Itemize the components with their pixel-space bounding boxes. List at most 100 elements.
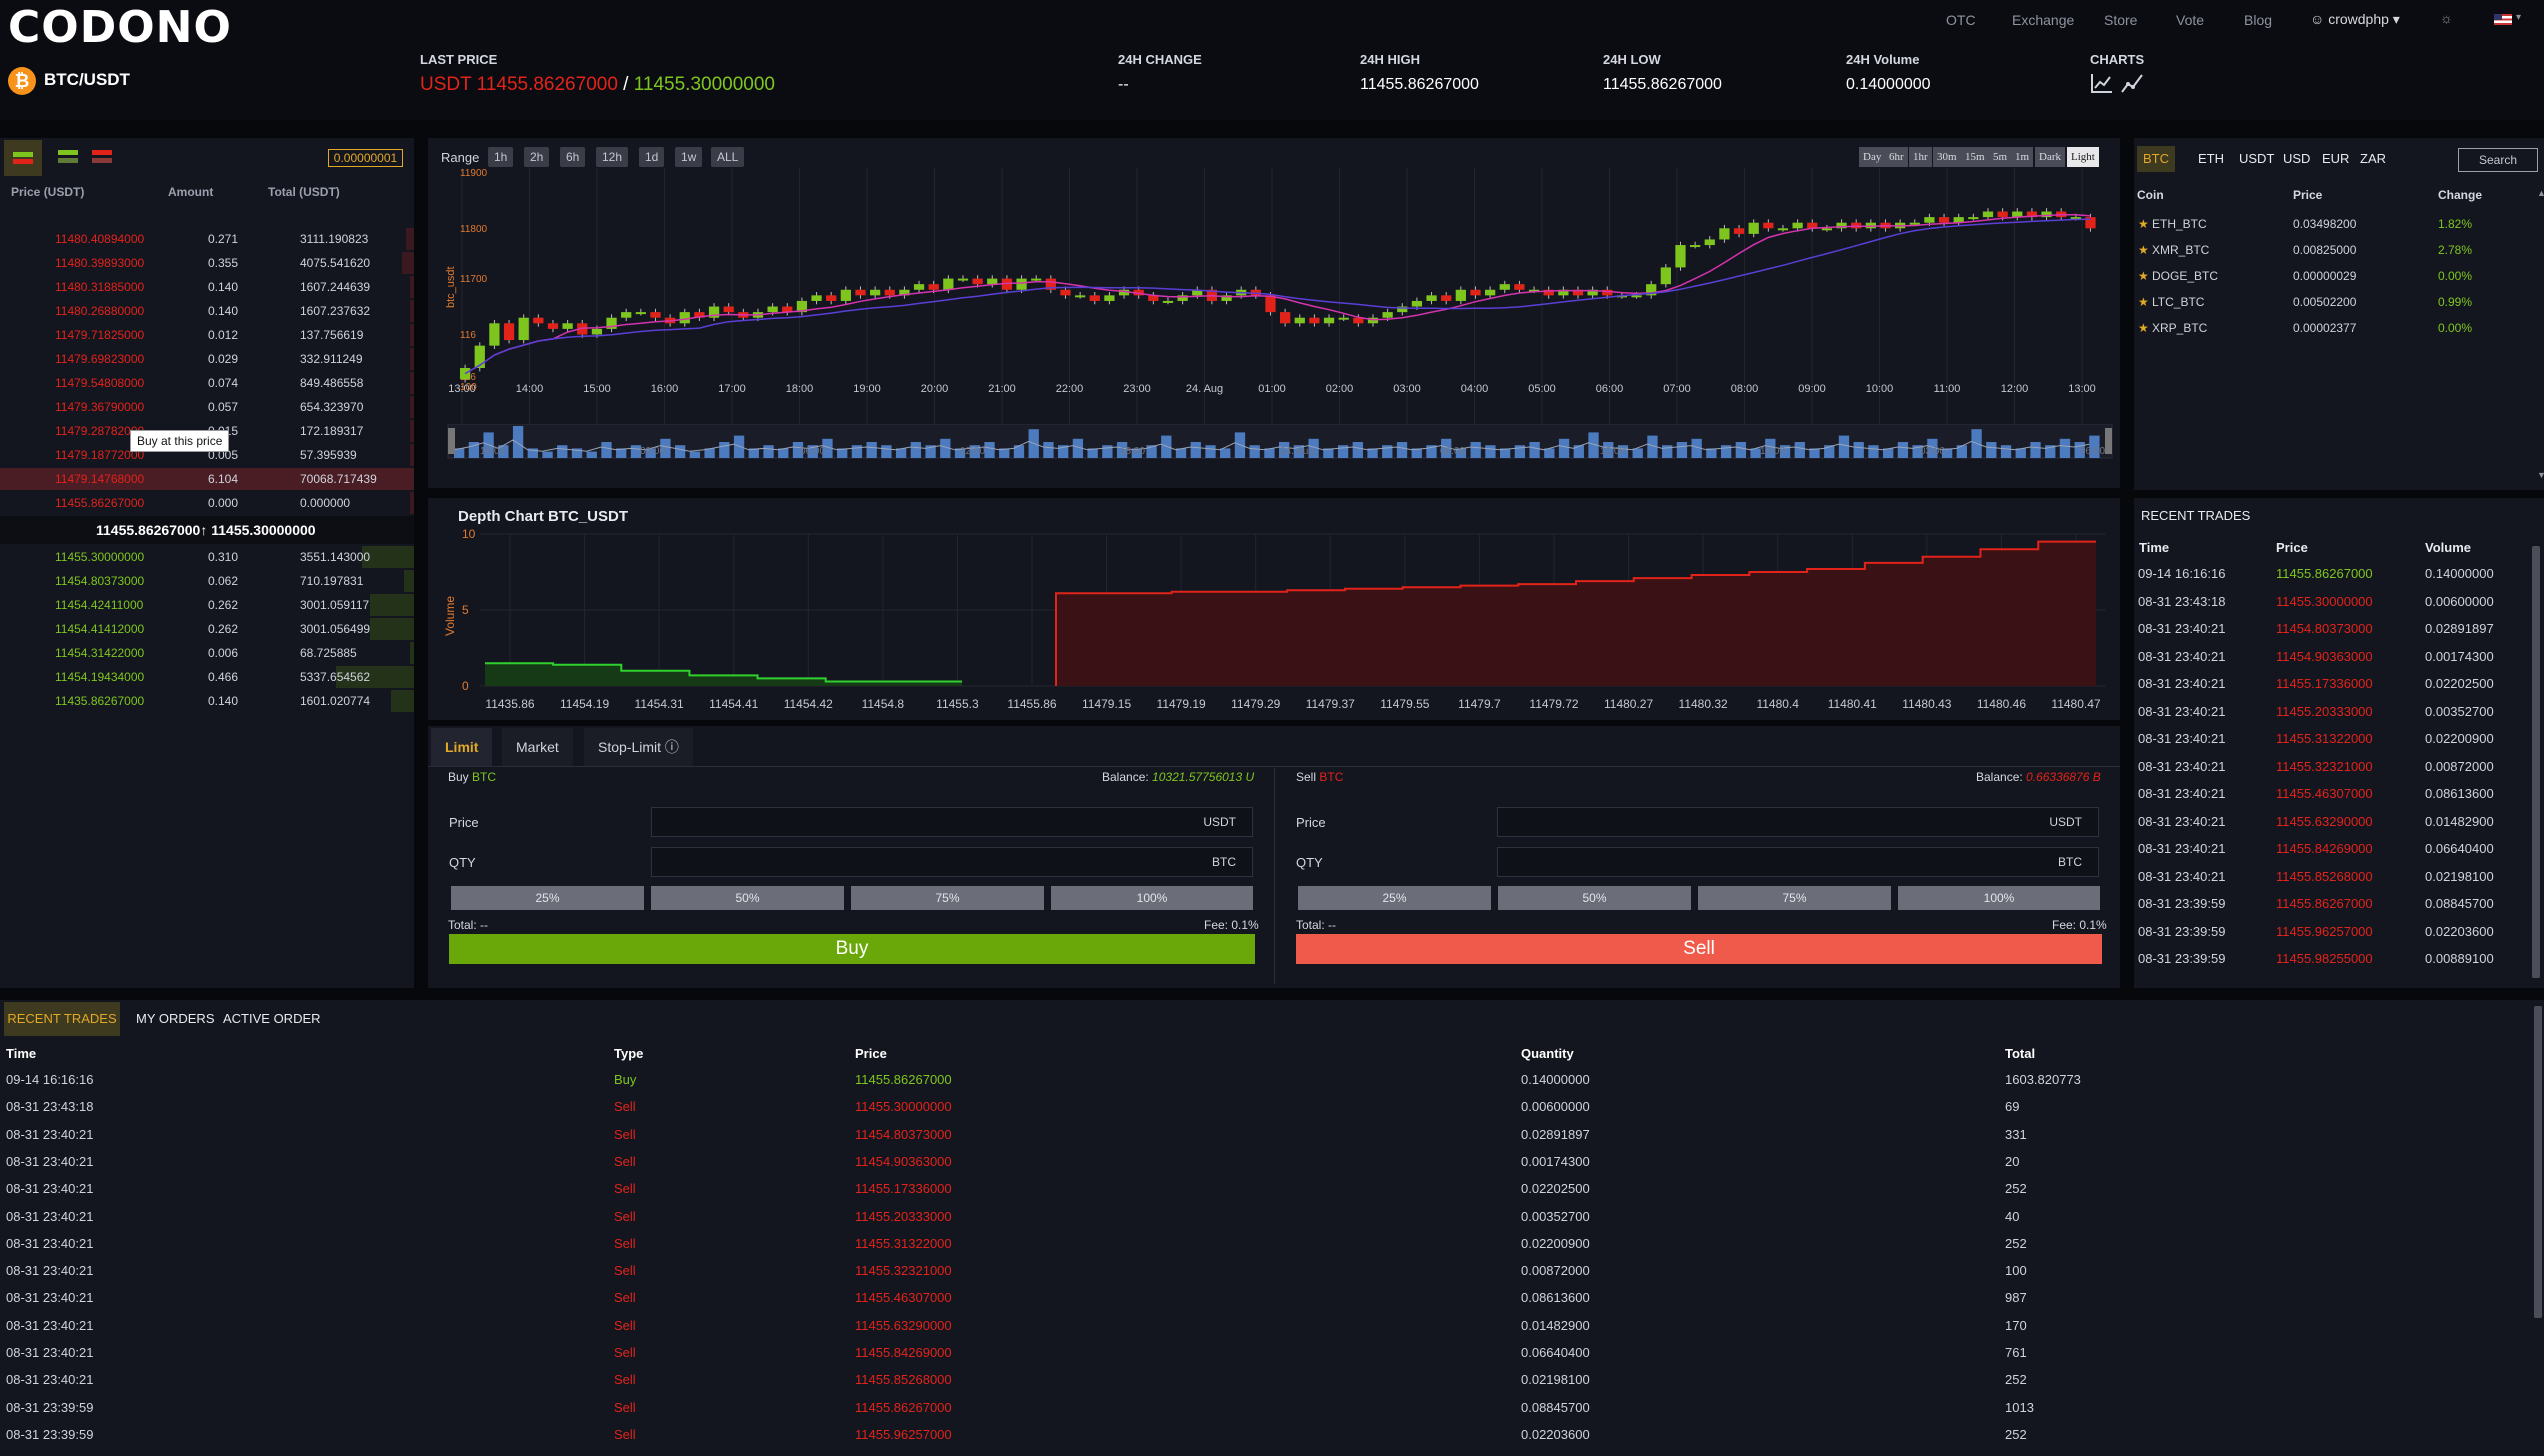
recent-trade-row[interactable]: 09-14 16:16:16 11455.86267000 0.14000000 — [2134, 560, 2534, 588]
candle[interactable] — [2012, 211, 2023, 218]
candle[interactable] — [1060, 289, 1071, 296]
depth-chart[interactable]: 11435.86 11454.19 11454.31 11454.41 11454.42… — [440, 526, 2116, 718]
candle[interactable] — [811, 295, 822, 301]
candle[interactable] — [1631, 295, 1642, 298]
candle[interactable] — [1602, 289, 1613, 296]
candle[interactable] — [1133, 289, 1144, 296]
interval-30m-button[interactable]: 30m — [1933, 147, 1961, 167]
candle[interactable] — [884, 289, 895, 296]
candle[interactable] — [1719, 228, 1730, 240]
candle[interactable] — [1309, 317, 1320, 324]
precision-select[interactable]: 0.00000001 — [328, 149, 403, 167]
ask-row[interactable]: 11455.86267000 0.000 0.000000 — [0, 491, 414, 515]
candle[interactable] — [1909, 222, 1920, 225]
nav-blog[interactable]: Blog — [2244, 12, 2273, 28]
ask-row[interactable]: 11479.14768000 6.104 70068.717439 — [0, 467, 414, 491]
history-row[interactable]: 08-31 23:43:18 Sell 11455.30000000 0.006000… — [0, 1093, 2520, 1121]
ask-row[interactable]: 11480.40894000 0.271 3111.190823 — [0, 227, 414, 251]
ask-row[interactable]: 11479.36790000 0.057 654.323970 — [0, 395, 414, 419]
buy-button[interactable]: Buy — [449, 934, 1255, 964]
market-row[interactable]: ★ DOGE_BTC 0.00000029 0.00% — [2134, 263, 2524, 289]
market-tab-zar[interactable]: ZAR — [2360, 151, 2386, 166]
logo[interactable]: CODONO — [8, 2, 232, 53]
candle[interactable] — [1572, 289, 1584, 296]
nav-exchange[interactable]: Exchange — [2012, 12, 2075, 28]
candle[interactable] — [1938, 217, 1950, 223]
candle[interactable] — [1865, 222, 1876, 229]
candle[interactable] — [2070, 217, 2081, 220]
candle[interactable] — [723, 306, 734, 313]
candle[interactable] — [1075, 295, 1086, 298]
recent-trade-row[interactable]: 08-31 23:39:59 11455.96257000 0.02203600 — [2134, 918, 2534, 946]
candlestick-chart-icon[interactable] — [2090, 72, 2114, 94]
nav-vote[interactable]: Vote — [2176, 12, 2205, 28]
ask-row[interactable]: 11479.18772000 0.005 57.395939 — [0, 443, 414, 467]
history-row[interactable]: 08-31 23:40:21 Sell 11454.80373000 0.028918… — [0, 1121, 2520, 1149]
buy-pct-25[interactable]: 25% — [451, 886, 644, 910]
bottom-trades-scrollbar[interactable] — [2534, 1006, 2542, 1318]
market-row[interactable]: ★ XMR_BTC 0.00825000 2.78% — [2134, 237, 2524, 263]
interval-6hr-button[interactable]: 6hr — [1885, 147, 1908, 167]
candle[interactable] — [1455, 289, 1466, 301]
history-row[interactable]: 08-31 23:40:21 Sell 11455.31322000 0.022009… — [0, 1230, 2520, 1258]
star-icon[interactable]: ★ — [2138, 321, 2149, 335]
market-tab-btc[interactable]: BTC — [2137, 146, 2175, 172]
candle[interactable] — [708, 306, 720, 318]
ask-row[interactable]: 11480.39893000 0.355 4075.541620 — [0, 251, 414, 275]
candle[interactable] — [1997, 211, 2008, 218]
candle[interactable] — [1265, 295, 1276, 313]
orderbook-view-asks-icon[interactable] — [92, 150, 112, 164]
sell-price-input[interactable]: USDT — [1497, 807, 2099, 837]
history-row[interactable]: 08-31 23:40:21 Sell 11455.84269000 0.066404… — [0, 1339, 2520, 1367]
recent-trade-row[interactable]: 08-31 23:40:21 11455.85268000 0.02198100 — [2134, 863, 2534, 891]
buy-qty-input[interactable]: BTC — [651, 847, 1253, 877]
nav-otc[interactable]: OTC — [1946, 12, 1976, 28]
star-icon[interactable]: ★ — [2138, 217, 2149, 231]
recent-trade-row[interactable]: 08-31 23:40:21 11454.80373000 0.02891897 — [2134, 615, 2534, 643]
candle[interactable] — [1001, 278, 1013, 290]
candle[interactable] — [1294, 317, 1305, 324]
bid-row[interactable]: 11454.19434000 0.466 5337.654562 — [0, 665, 414, 689]
candle[interactable] — [1118, 289, 1130, 296]
history-row[interactable]: 08-31 23:39:59 Sell 11455.86267000 0.088457… — [0, 1394, 2520, 1422]
ask-row[interactable]: 11479.69823000 0.029 332.911249 — [0, 347, 414, 371]
candle[interactable] — [1851, 222, 1862, 229]
us-flag-icon[interactable] — [2494, 14, 2512, 25]
ask-row[interactable]: 11479.71825000 0.012 137.756619 — [0, 323, 414, 347]
star-icon[interactable]: ★ — [2138, 243, 2149, 257]
candle[interactable] — [1675, 245, 1686, 268]
sun-icon[interactable]: ☼ — [2440, 10, 2453, 26]
tab-limit[interactable]: Limit — [431, 728, 493, 766]
market-row[interactable]: ★ LTC_BTC 0.00502200 0.99% — [2134, 289, 2524, 315]
candle[interactable] — [796, 300, 808, 313]
recent-trade-row[interactable]: 08-31 23:43:18 11455.30000000 0.00600000 — [2134, 588, 2534, 616]
candle[interactable] — [928, 284, 939, 290]
recent-trade-row[interactable]: 08-31 23:40:21 11455.46307000 0.08613600 — [2134, 780, 2534, 808]
candle[interactable] — [1924, 217, 1935, 223]
tab-market[interactable]: Market — [502, 728, 573, 766]
candle[interactable] — [518, 317, 529, 341]
ask-row[interactable]: 11480.31885000 0.140 1607.244639 — [0, 275, 414, 299]
star-icon[interactable]: ★ — [2138, 269, 2149, 283]
candle[interactable] — [767, 306, 778, 313]
interval-5m-button[interactable]: 5m — [1989, 147, 2012, 167]
candle[interactable] — [694, 312, 705, 318]
range-12h-button[interactable]: 12h — [596, 147, 629, 167]
candle[interactable] — [606, 317, 617, 329]
candle[interactable] — [1690, 245, 1701, 248]
range-2h-button[interactable]: 2h — [524, 147, 550, 167]
candle[interactable] — [1777, 228, 1789, 231]
ask-row[interactable]: 11479.54808000 0.074 849.486558 — [0, 371, 414, 395]
candle[interactable] — [1514, 284, 1525, 290]
candle[interactable] — [2026, 211, 2038, 218]
candle[interactable] — [870, 289, 881, 296]
candle[interactable] — [1792, 222, 1803, 229]
range-1w-button[interactable]: 1w — [675, 147, 703, 167]
candle[interactable] — [1280, 312, 1291, 324]
chart-navigator[interactable]: 18:00 00:00 06:00 12:00 18:00 24. Aug 06:00 12:… — [440, 424, 2116, 460]
bid-row[interactable]: 11455.30000000 0.310 3551.143000 — [0, 545, 414, 569]
history-row[interactable]: 08-31 23:40:21 Sell 11455.85268000 0.021981… — [0, 1366, 2520, 1394]
candle[interactable] — [1836, 222, 1847, 229]
candle[interactable] — [972, 278, 983, 285]
candle[interactable] — [2085, 217, 2096, 229]
